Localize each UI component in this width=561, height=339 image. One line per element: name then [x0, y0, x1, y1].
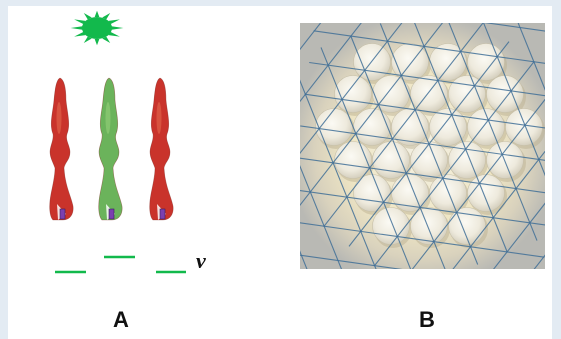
grid-line — [313, 30, 545, 64]
disc — [410, 141, 448, 179]
disc — [372, 75, 410, 113]
grid-line — [348, 41, 510, 247]
panel-a-label: A — [113, 307, 129, 332]
voltage-symbol: v — [196, 248, 206, 273]
triangular-grid — [278, 0, 561, 320]
cone-cell-highlight — [105, 102, 111, 134]
panel-b-label: B — [419, 307, 435, 332]
grid-line — [493, 202, 545, 269]
cone-cell-synapse — [159, 208, 166, 220]
grid-line — [300, 23, 403, 155]
grid-line — [452, 150, 545, 269]
sun-ray — [70, 26, 83, 30]
sun-ray — [111, 26, 124, 30]
cone-cell-body — [98, 77, 123, 221]
disc — [429, 174, 467, 212]
disc — [467, 174, 505, 212]
disc — [429, 43, 467, 81]
grid-line — [304, 93, 545, 129]
grid-line — [323, 0, 561, 4]
sun-ray — [74, 31, 86, 37]
sun-ray — [102, 36, 111, 43]
cone-cells-group — [49, 77, 174, 221]
grid-line — [300, 23, 362, 103]
grid-line — [350, 35, 446, 269]
disc — [429, 108, 467, 146]
disc — [448, 75, 486, 113]
cone-cell-synapse — [59, 208, 66, 220]
disc — [448, 207, 486, 245]
grid-line — [300, 222, 545, 258]
grid-line — [411, 98, 545, 269]
disc — [353, 108, 391, 146]
grid-line — [483, 23, 545, 177]
disc — [391, 174, 429, 212]
cone-cell-body — [49, 77, 74, 221]
disc — [353, 43, 391, 81]
sun-ray — [108, 31, 120, 37]
grid-line — [300, 79, 377, 269]
grid-line — [483, 23, 545, 32]
cone-cell-red — [49, 77, 74, 221]
disc — [315, 108, 353, 146]
sun-ray — [102, 13, 111, 20]
sun-ray — [83, 13, 92, 20]
grid-line — [300, 23, 444, 206]
sun-ray — [94, 10, 100, 17]
sun-ray — [74, 19, 86, 25]
cone-cell-green — [98, 77, 123, 221]
packed-discs-photo — [278, 0, 561, 320]
grid-line — [373, 60, 535, 267]
grid-line — [300, 23, 322, 51]
disc — [372, 207, 410, 245]
sun-ray — [108, 19, 120, 25]
grid-line — [300, 157, 545, 194]
grid-line — [300, 254, 403, 269]
sun-ray — [94, 39, 100, 46]
grid-line — [323, 23, 484, 228]
cone-cell-synapse — [108, 208, 115, 220]
response-levels-group — [55, 255, 186, 274]
cone-cell-highlight — [56, 102, 62, 134]
grid-line — [278, 284, 536, 320]
cone-cell-highlight — [156, 102, 162, 134]
sun-ray — [83, 36, 92, 43]
cone-cell-body — [149, 77, 174, 221]
grid-line — [414, 23, 508, 253]
cone-cell-red — [149, 77, 174, 221]
sun-core — [82, 17, 112, 39]
sun-icon — [70, 10, 124, 46]
